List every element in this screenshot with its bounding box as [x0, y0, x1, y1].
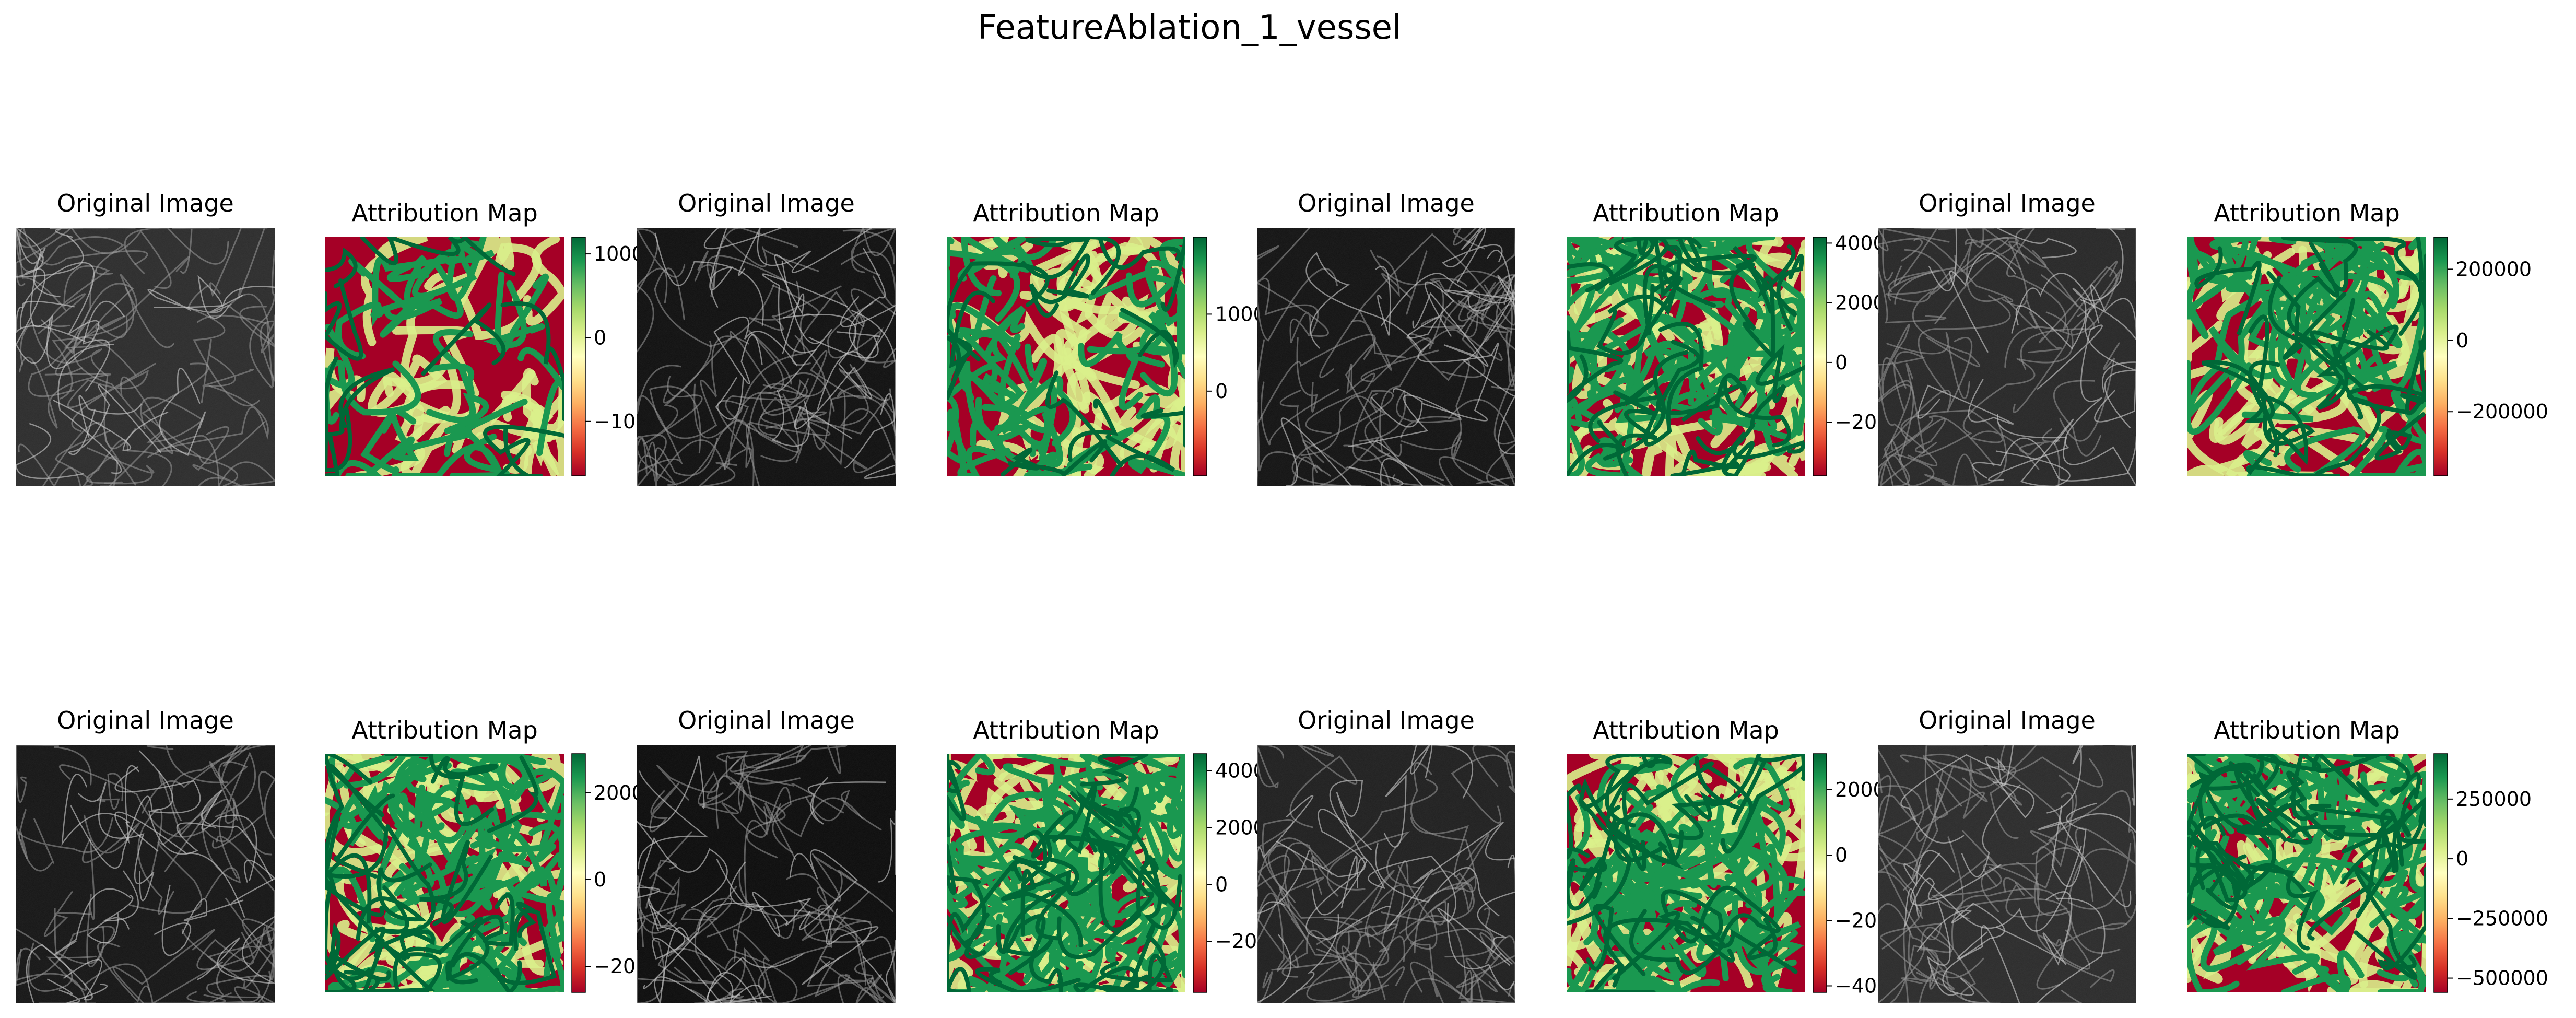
attribution-map-title: Attribution Map [351, 716, 538, 744]
attribution-map [1567, 237, 1805, 476]
original-image [1257, 745, 1515, 1003]
original-image-title: Original Image [1298, 706, 1475, 734]
panel-3: Original Image Attribution Map40000020000… [1257, 189, 1927, 486]
colorbar-tick-label: 0 [1215, 873, 1228, 896]
colorbar: 250000 0 −250000 −500000 [2433, 753, 2548, 993]
attribution-map [325, 237, 564, 476]
original-image-title: Original Image [678, 189, 855, 217]
colorbar: 200000 0 −200000 [2433, 237, 2548, 476]
original-image [16, 745, 275, 1003]
panel-6: Original Image Attribution Map40000020000… [637, 706, 1308, 1003]
attribution-map-title: Attribution Map [1593, 716, 1779, 744]
attribution-map [2187, 237, 2426, 476]
colorbar-tick-label: 200000 [2456, 258, 2532, 280]
original-image-title: Original Image [1298, 189, 1475, 217]
original-image [16, 228, 275, 486]
attribution-map [947, 754, 1185, 992]
original-image-title: Original Image [678, 706, 855, 734]
attribution-map-title: Attribution Map [2214, 199, 2400, 227]
colorbar-tick-label: 0 [2456, 329, 2468, 352]
colorbar-tick-label: 0 [594, 326, 606, 349]
colorbar-tick-label: 0 [1835, 844, 1848, 867]
attribution-map-title: Attribution Map [973, 716, 1159, 744]
original-image-title: Original Image [1919, 706, 2096, 734]
attribution-map-title: Attribution Map [2214, 716, 2400, 744]
colorbar-tick-label: −200000 [2456, 400, 2548, 423]
colorbar-tick-label: 0 [2456, 847, 2468, 870]
original-image [1878, 745, 2136, 1003]
original-image [637, 745, 896, 1003]
attribution-map [325, 754, 564, 992]
colorbar-tick-label: −250000 [2456, 907, 2548, 930]
figure-title: FeatureAblation_1_vessel [978, 8, 1402, 47]
original-image-title: Original Image [57, 706, 234, 734]
colorbar-tick-label: 0 [1215, 380, 1228, 403]
original-image [1257, 228, 1515, 486]
colorbar-tick-label: 0 [1835, 351, 1848, 374]
attribution-map-title: Attribution Map [973, 199, 1159, 227]
colorbar-tick-label: 0 [594, 868, 606, 891]
attribution-map-title: Attribution Map [1593, 199, 1779, 227]
original-image [637, 228, 896, 486]
original-image-title: Original Image [1919, 189, 2096, 217]
attribution-map-title: Attribution Map [351, 199, 538, 227]
panel-4: Original Image Attribution Map 200000 0 −200… [1878, 189, 2548, 486]
panel-8: Original Image Attribution Map 250000 0 −250… [1878, 706, 2548, 1003]
colorbar-tick-label: 250000 [2456, 788, 2532, 811]
original-image-title: Original Image [57, 189, 234, 217]
attribution-map [1567, 754, 1805, 992]
colorbar-tick-label: −500000 [2456, 967, 2548, 990]
original-image [1878, 228, 2136, 486]
attribution-map [2187, 754, 2426, 992]
attribution-map [947, 237, 1185, 476]
